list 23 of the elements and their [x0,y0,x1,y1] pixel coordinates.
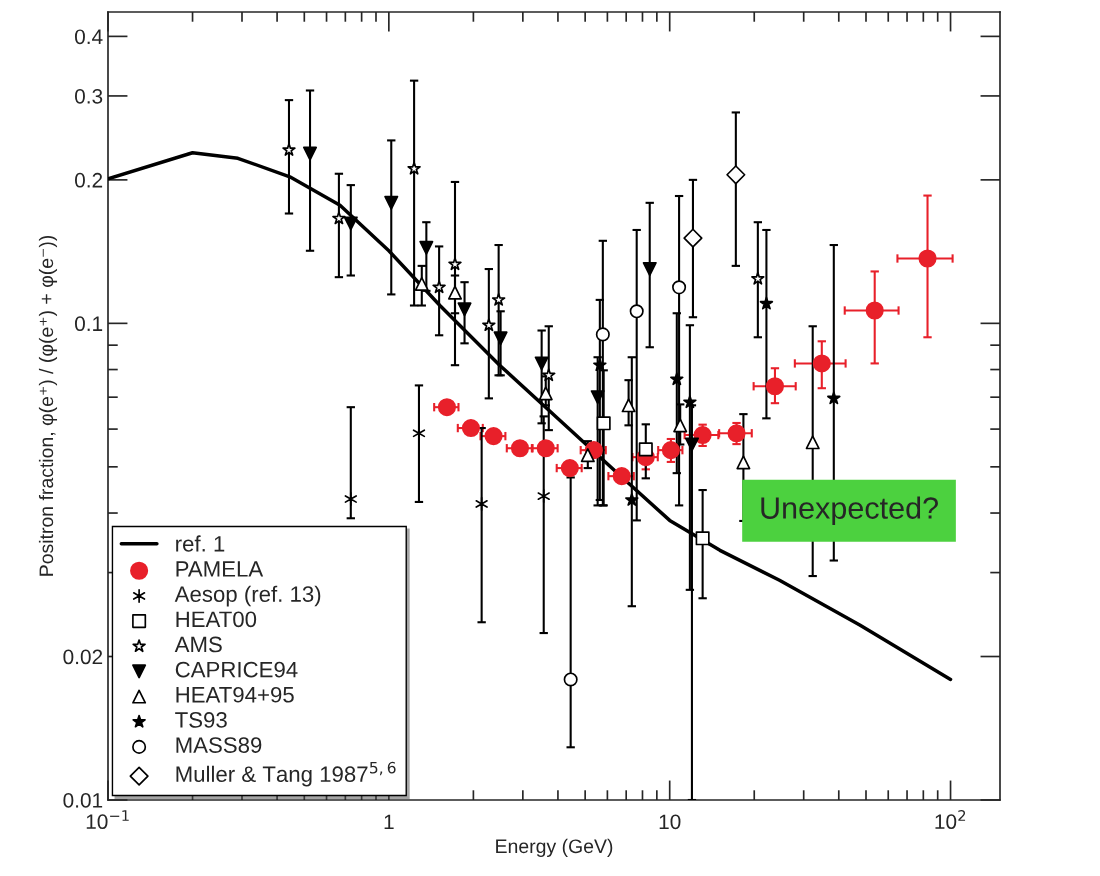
annotation: Unexpected? [761,496,938,525]
legend-label: HEAT94+95 [176,686,294,703]
legend-label: ref. 1 [176,535,225,552]
x-tick-label: 1 [384,814,394,829]
y-tick-label: 0.4 [74,29,103,45]
x-tick-label: 10 [659,814,681,830]
y-tick-label: 0.1 [74,316,103,332]
x-axis-title: Energy (GeV) [496,838,613,857]
y-tick-label: 0.01 [63,793,103,808]
legend-label: Muller & Tang 1987$^{5,6}$ [176,761,396,787]
legend-label: MASS89 [176,737,262,753]
legend-label: AMS [174,636,222,653]
y-tick-label: 0.3 [74,88,103,104]
legend-label: HEAT00 [176,611,257,628]
legend-label: Aesop (ref. 13) [174,585,321,607]
legend-label: PAMELA [176,561,264,577]
y-tick-label: 0.2 [74,172,103,188]
legend-label: TS93 [175,712,227,728]
legend-label: CAPRICE94 [175,661,298,678]
y-tick-label: 0.02 [63,649,103,665]
x-tick-label: 10$^{−1}$ [86,810,129,830]
y-axis-title: Positron fraction, φ(e⁺) / (φ(e⁺) + φ(e⁻)) [38,235,58,576]
x-tick-label: 10$^{2}$ [935,810,966,830]
